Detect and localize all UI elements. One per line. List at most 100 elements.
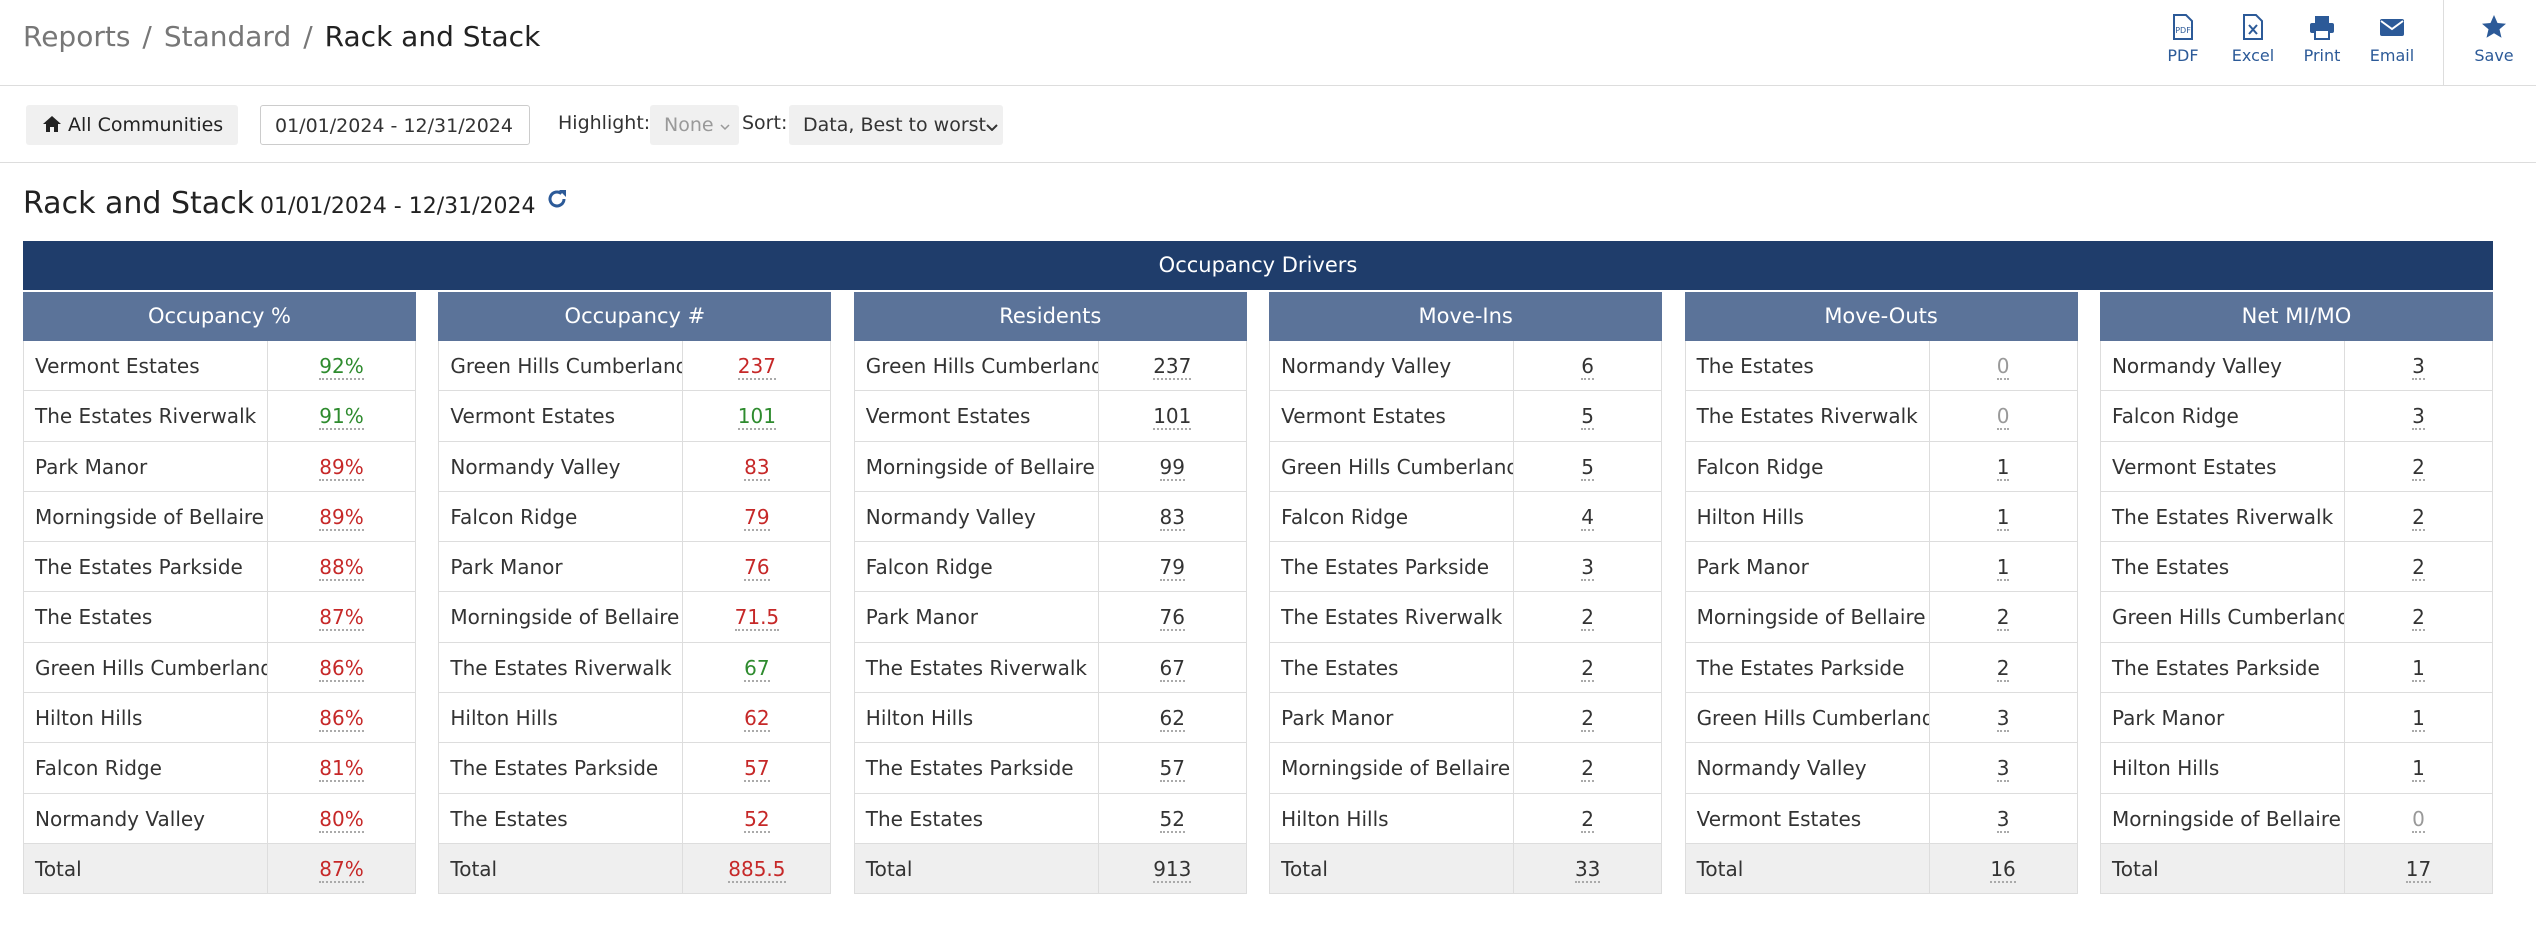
email-button[interactable]: Email	[2352, 14, 2432, 65]
highlight-select[interactable]: None	[650, 105, 739, 145]
value[interactable]: 89%	[319, 454, 364, 481]
table-row: Normandy Valley 83	[438, 441, 832, 492]
table-row: Vermont Estates 5	[1269, 391, 1663, 442]
value[interactable]: 52	[1159, 806, 1185, 833]
value[interactable]: 4	[1581, 504, 1595, 531]
value[interactable]: 2	[1581, 655, 1595, 682]
value[interactable]: 6	[1581, 354, 1595, 380]
date-range-input[interactable]: 01/01/2024 - 12/31/2024	[260, 105, 530, 145]
crumb[interactable]: Standard	[163, 20, 292, 53]
sort-select[interactable]: Data, Best to worst	[789, 105, 1003, 145]
value[interactable]: 92%	[319, 354, 364, 380]
community-name: Morningside of Bellaire	[24, 491, 268, 542]
highlight-label: Highlight:	[558, 112, 651, 134]
value[interactable]: 87%	[319, 605, 364, 632]
value[interactable]: 2	[2412, 555, 2425, 582]
table-groups: Occupancy % Vermont Estates 92% The Estates…	[23, 292, 2493, 895]
value[interactable]: 2	[1996, 605, 2010, 632]
table-row: Park Manor 76	[438, 542, 832, 593]
select-value: Data, Best to worst	[803, 114, 986, 136]
value[interactable]: 1	[2412, 655, 2425, 682]
value[interactable]: 2	[1581, 756, 1595, 783]
table-row: Park Manor 89%	[23, 441, 416, 492]
value[interactable]: 33	[1574, 856, 1601, 883]
value[interactable]: 3	[2412, 404, 2425, 431]
value-cell: 2	[1514, 743, 1661, 792]
pdf-button[interactable]: PDF PDF	[2143, 14, 2223, 65]
value[interactable]: 76	[1159, 605, 1185, 632]
value[interactable]: 86%	[319, 655, 364, 682]
value[interactable]: 2	[1581, 605, 1595, 632]
refresh-icon[interactable]	[545, 187, 569, 211]
value[interactable]: 3	[1581, 555, 1595, 582]
community-name: Green Hills Cumberland	[24, 642, 268, 693]
value[interactable]: 99	[1159, 454, 1185, 481]
value[interactable]: 89%	[319, 504, 364, 531]
value[interactable]: 0	[1996, 354, 2010, 380]
value[interactable]: 67	[744, 655, 770, 682]
value[interactable]: 81%	[319, 756, 364, 783]
value[interactable]: 1	[2412, 706, 2425, 733]
value[interactable]: 0	[2412, 806, 2425, 833]
value[interactable]: 87%	[319, 856, 364, 883]
value[interactable]: 2	[1581, 806, 1595, 833]
community-name: Vermont Estates	[855, 391, 1099, 441]
community-name: The Estates Parkside	[1686, 642, 1930, 693]
value[interactable]: 57	[1159, 756, 1185, 783]
community-name: Normandy Valley	[855, 491, 1099, 542]
value-cell: 2	[2345, 592, 2492, 641]
value[interactable]: 83	[744, 454, 770, 481]
value[interactable]: 91%	[319, 404, 364, 431]
value[interactable]: 88%	[319, 555, 364, 582]
value-cell: 0	[2345, 794, 2492, 843]
value[interactable]: 5	[1581, 454, 1595, 481]
communities-button[interactable]: All Communities	[26, 105, 238, 145]
value[interactable]: 3	[1996, 806, 2010, 833]
value[interactable]: 2	[1581, 706, 1595, 733]
value[interactable]: 52	[744, 806, 770, 833]
value[interactable]: 101	[737, 404, 776, 431]
value[interactable]: 237	[1153, 354, 1192, 380]
value[interactable]: 3	[1996, 756, 2010, 783]
table-row: Normandy Valley 80%	[23, 793, 416, 844]
print-button[interactable]: Print	[2282, 14, 2362, 65]
value[interactable]: 2	[2412, 605, 2425, 632]
save-button[interactable]: Save	[2454, 14, 2534, 65]
value[interactable]: 62	[744, 706, 770, 733]
value[interactable]: 1	[1996, 454, 2010, 481]
table-row: The Estates Parkside 57	[853, 743, 1247, 794]
value[interactable]: 79	[744, 504, 770, 531]
value[interactable]: 57	[744, 756, 770, 783]
value[interactable]: 71.5	[734, 605, 780, 632]
table-row: Park Manor 1	[2099, 693, 2493, 744]
value[interactable]: 1	[1996, 555, 2010, 582]
value[interactable]: 237	[737, 354, 776, 380]
value[interactable]: 16	[1990, 856, 2016, 883]
value[interactable]: 79	[1159, 555, 1185, 582]
value[interactable]: 3	[2412, 354, 2425, 380]
value[interactable]: 2	[1996, 655, 2010, 682]
value[interactable]: 67	[1159, 655, 1185, 682]
value[interactable]: 101	[1153, 404, 1192, 431]
excel-button[interactable]: Excel	[2213, 14, 2293, 65]
value[interactable]: 2	[2412, 504, 2425, 531]
value[interactable]: 83	[1159, 504, 1185, 531]
value[interactable]: 62	[1159, 706, 1185, 733]
value[interactable]: 2	[2412, 454, 2425, 481]
value-cell: 67	[1099, 643, 1246, 692]
value[interactable]: 17	[2405, 856, 2432, 883]
value[interactable]: 80%	[319, 806, 364, 833]
value[interactable]: 5	[1581, 404, 1595, 431]
table-row: Park Manor 1	[1684, 542, 2078, 593]
value[interactable]: 913	[1153, 856, 1192, 883]
value[interactable]: 1	[1996, 504, 2010, 531]
value[interactable]: 86%	[319, 706, 364, 733]
value[interactable]: 3	[1996, 706, 2010, 733]
value[interactable]: 76	[744, 555, 770, 582]
crumb[interactable]: Reports	[23, 20, 131, 53]
table-row: Falcon Ridge 81%	[23, 743, 416, 794]
value[interactable]: 885.5	[728, 856, 786, 883]
group-heading: Occupancy %	[23, 292, 416, 341]
value[interactable]: 1	[2412, 756, 2425, 783]
value[interactable]: 0	[1996, 404, 2010, 431]
